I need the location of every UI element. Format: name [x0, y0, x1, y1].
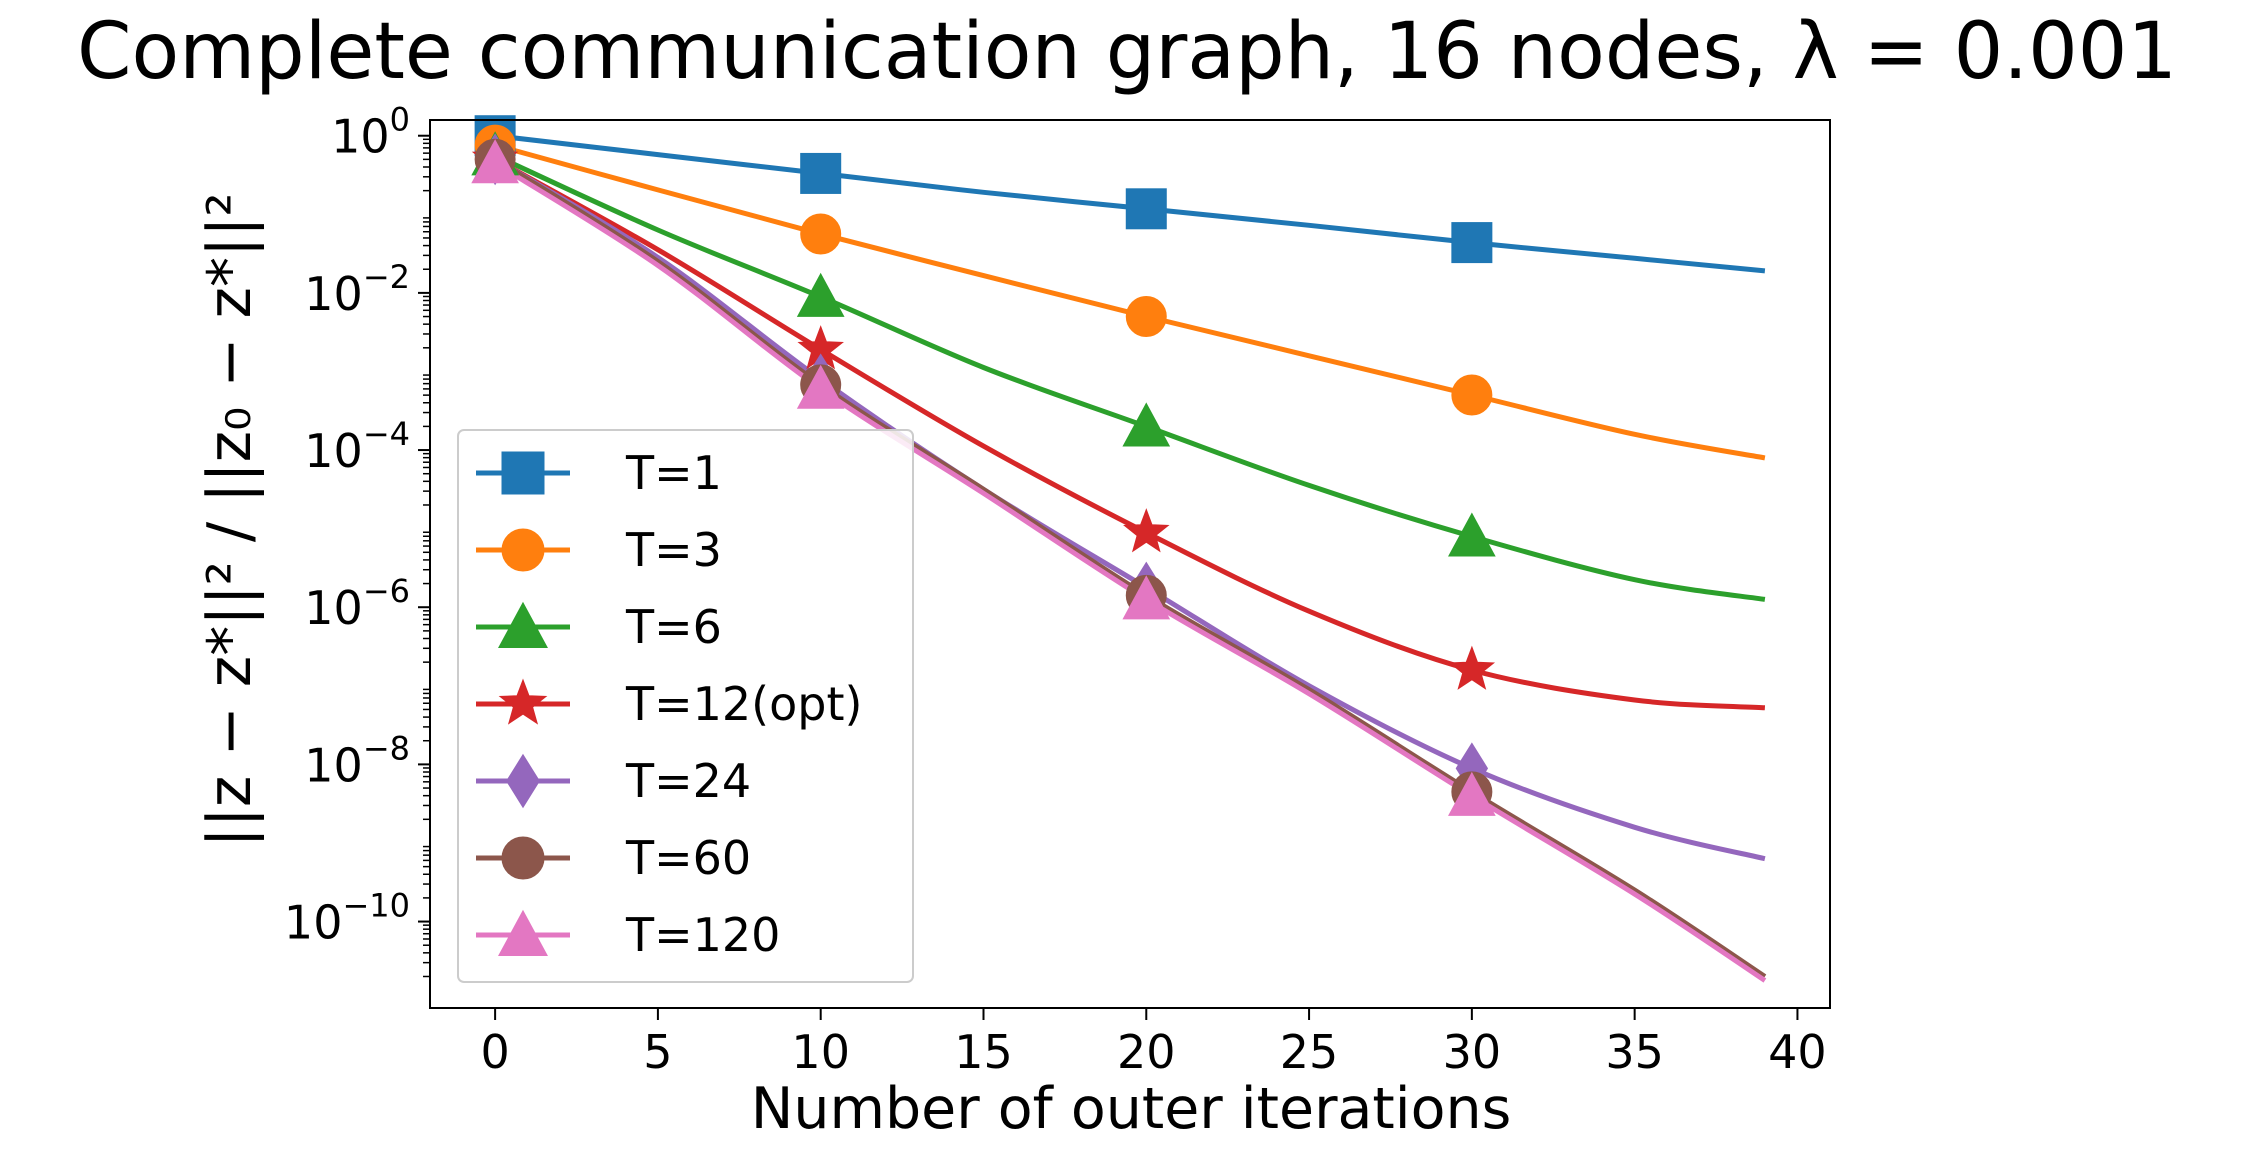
data-point-T=3: [1451, 374, 1493, 416]
y-tick-label: 10−4: [304, 415, 410, 478]
legend-item: T=6: [476, 600, 722, 654]
series-markers: [471, 115, 1496, 816]
legend-marker: [498, 601, 548, 649]
x-tick-label: 15: [954, 1025, 1013, 1079]
data-point-T=120: [796, 364, 845, 409]
legend-label: T=6: [625, 600, 722, 654]
data-point-T=1: [800, 152, 842, 194]
legend-item: T=24: [476, 753, 751, 809]
y-axis-label: ||z − z*||² / ||z₀ − z*||²: [195, 192, 265, 847]
y-tick-label: 10−10: [284, 887, 410, 950]
x-tick-label: 30: [1443, 1025, 1502, 1079]
x-tick-label: 10: [791, 1025, 850, 1079]
y-tick-label: 10−2: [304, 258, 410, 321]
data-point-T=6: [796, 272, 845, 317]
data-point-T=6: [1122, 402, 1171, 447]
data-point-T=1: [1451, 222, 1493, 264]
chart-title: Complete communication graph, 16 nodes, …: [77, 7, 2177, 97]
legend-label: T=1: [625, 446, 722, 500]
data-point-T=120: [1122, 575, 1171, 620]
x-axis-label: Number of outer iterations: [751, 1076, 1512, 1142]
legend-item: T=12(opt): [476, 677, 862, 731]
legend-label: T=60: [625, 831, 751, 885]
data-point-T=120: [1448, 771, 1496, 816]
legend-item: T=3: [476, 523, 722, 577]
legend-marker: [498, 909, 548, 957]
legend-item: T=1: [476, 446, 722, 500]
legend-item: T=60: [476, 831, 751, 885]
legend-marker: [501, 836, 545, 880]
legend-marker: [501, 451, 545, 495]
y-tick-label: 100: [331, 101, 410, 164]
x-axis-ticks: 0 5 10 15 20 25 30 35 40: [480, 1008, 1827, 1079]
x-tick-label: 20: [1117, 1025, 1176, 1079]
legend-label: T=120: [625, 908, 780, 962]
data-point-T=12(opt): [1448, 645, 1496, 690]
x-tick-label: 40: [1768, 1025, 1827, 1079]
data-point-T=120: [471, 139, 519, 184]
data-point-T=12(opt): [1123, 508, 1170, 553]
legend-marker: [501, 528, 545, 572]
data-point-T=3: [800, 213, 842, 255]
plot-frame: [429, 119, 1831, 1009]
x-tick-label: 35: [1605, 1025, 1664, 1079]
y-axis-ticks: 100 10−2 10−4 10−6 10−8 10−10: [284, 101, 430, 978]
x-tick-label: 5: [643, 1025, 672, 1079]
legend-label: T=24: [625, 754, 751, 808]
y-tick-label: 10−6: [304, 572, 410, 635]
x-tick-label: 0: [480, 1025, 509, 1079]
legend-marker: [506, 753, 540, 809]
svg-text:||z − z*||² / ||z₀ − z*||²: ||z − z*||² / ||z₀ − z*||²: [195, 192, 265, 847]
data-point-T=1: [1125, 188, 1167, 230]
legend-label: T=12(opt): [625, 677, 862, 731]
data-point-T=3: [1125, 295, 1167, 337]
data-point-T=6: [1448, 512, 1496, 557]
y-tick-label: 10−8: [304, 729, 410, 792]
legend-item: T=120: [476, 908, 780, 962]
legend-box: [457, 429, 914, 983]
legend: T=1 T=3 T=6 T=12(opt) T=24 T=60 T=120: [457, 429, 914, 983]
x-tick-label: 25: [1280, 1025, 1339, 1079]
legend-label: T=3: [625, 523, 722, 577]
legend-marker: [498, 678, 548, 725]
